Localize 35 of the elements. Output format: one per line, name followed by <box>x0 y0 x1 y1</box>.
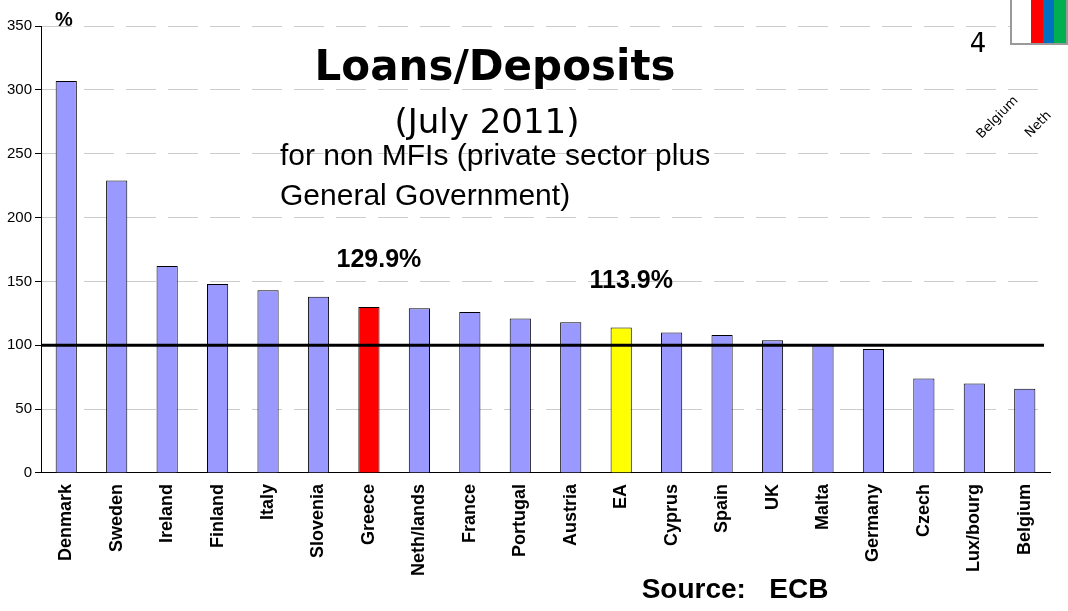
x-tick-label: Malta <box>811 483 832 530</box>
source-note: Source: ECB <box>641 573 829 604</box>
x-tick-label: Lux/bourg <box>963 483 984 572</box>
x-tick-label: Italy <box>257 483 278 521</box>
x-tick-label: Sweden <box>105 483 126 553</box>
x-tick-label: Ireland <box>156 483 177 544</box>
x-tick-label: Cyprus <box>660 483 681 546</box>
x-tick-label: UK <box>761 483 782 510</box>
x-tick-label: Belgium <box>1013 483 1034 555</box>
x-tick-label: Portugal <box>509 483 530 557</box>
y-tick-label: 200 <box>7 207 33 225</box>
y-tick-label: 0 <box>23 463 33 481</box>
y-tick-label: 350 <box>7 16 33 34</box>
y-tick-label: 250 <box>7 143 33 161</box>
x-tick-label: Greece <box>357 483 378 546</box>
y-tick-label: 300 <box>7 80 33 97</box>
x-tick-label: Denmark <box>55 483 76 562</box>
chart-title: Loans/Deposits <box>314 41 676 90</box>
y-tick-label: 150 <box>7 271 33 289</box>
x-tick-label: Austria <box>559 483 580 546</box>
x-tick-label: France <box>458 483 479 544</box>
y-axis-title: % <box>55 8 73 30</box>
x-tick-label: EA <box>610 483 631 509</box>
x-tick-label: Slovenia <box>307 483 328 559</box>
annotation: 129.9% <box>336 244 422 273</box>
text: (July 2011) <box>394 101 580 141</box>
y-tick-label: 100 <box>7 335 33 353</box>
annotation: 113.9% <box>589 264 673 293</box>
annotation: 4 <box>969 28 987 58</box>
x-tick-label: Germany <box>862 483 883 563</box>
x-tick-label: Finland <box>206 483 227 548</box>
x-tick-label: Neth/lands <box>408 483 429 576</box>
x-tick-label: Spain <box>711 483 732 533</box>
x-tick-label: Czech <box>912 483 933 537</box>
y-tick-label: 50 <box>15 399 33 417</box>
